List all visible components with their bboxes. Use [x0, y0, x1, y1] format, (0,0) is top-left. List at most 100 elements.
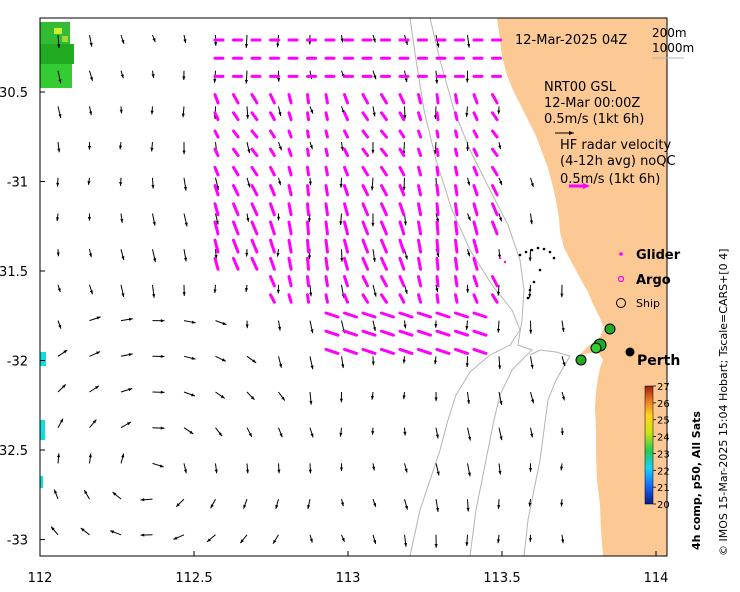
model-vector-head [498, 145, 502, 150]
radar-vector [250, 220, 259, 236]
model-vector-head [277, 469, 281, 474]
model-vector-head [182, 150, 186, 155]
radar-vector [472, 311, 488, 319]
radar-vector [361, 129, 370, 139]
model-vector-head [465, 363, 469, 367]
model-vector-head [58, 114, 62, 119]
timestamp-label: 12-Mar-2025 04Z [515, 33, 627, 48]
model-vector-head [528, 502, 532, 507]
model-vector-head [309, 538, 313, 543]
model-vector-head [371, 361, 375, 366]
radar-vector [398, 311, 414, 319]
model-vector-head [339, 398, 343, 403]
radar-vector [324, 256, 329, 271]
model-vector-head [497, 110, 501, 115]
radar-vector [324, 165, 329, 177]
australia-land [497, 18, 667, 556]
radar-vector [472, 129, 479, 139]
colorbar-tick-label: 23 [657, 449, 670, 460]
model-vector-head [213, 289, 217, 294]
model-vector-head [310, 109, 313, 114]
model-vector-head [160, 426, 165, 430]
model-vector-head [222, 321, 227, 325]
model-vector-head [403, 324, 407, 329]
model-vector-head [89, 76, 93, 81]
radar-vector [361, 329, 377, 337]
radar-label-line1: HF radar velocity [560, 138, 672, 153]
model-vector-head [434, 544, 438, 548]
model-vector-head [244, 79, 249, 84]
model-vector-head [273, 539, 277, 544]
radar-vector [380, 165, 388, 177]
model-vector-head [153, 258, 157, 263]
glider-point [498, 256, 502, 260]
x-tick-label: 112 [28, 571, 53, 586]
model-vector-head [191, 320, 196, 324]
radar-vector [398, 111, 406, 122]
model-vector-head [276, 289, 280, 294]
radar-vector [380, 238, 388, 254]
model-vector-head [560, 293, 564, 298]
radar-vector [491, 147, 499, 158]
model-vector-head [433, 360, 438, 365]
radar-vector [250, 165, 259, 177]
radar-vector [361, 293, 370, 304]
model-vector-head [528, 257, 532, 262]
model-vector-head [245, 252, 249, 257]
model-vector-head [278, 181, 282, 186]
argo-legend-label: Argo [636, 273, 671, 288]
model-vector-head [371, 222, 375, 227]
glider-legend-icon [619, 252, 623, 256]
glider-track [498, 246, 556, 300]
model-vector-head [128, 317, 133, 321]
radar-vector [472, 184, 479, 197]
radar-vector [454, 275, 459, 288]
radar-vector [324, 275, 329, 288]
model-vector-head [56, 453, 61, 458]
radar-vector [324, 111, 329, 122]
glider-point [526, 296, 530, 300]
model-vector-head [214, 42, 218, 46]
model-vector-head [309, 292, 313, 297]
model-vector-head [279, 433, 283, 438]
model-vector-head [340, 502, 344, 507]
radar-vector [287, 184, 293, 197]
radar-vector [472, 238, 479, 254]
model-vector-head [63, 350, 68, 354]
radar-vector [380, 93, 388, 105]
radar-vector [250, 256, 259, 271]
model-vector-head [182, 76, 186, 81]
radar-vector [398, 147, 406, 158]
radar-vector [269, 275, 276, 288]
model-vector-head [215, 220, 219, 225]
glider-point [552, 256, 556, 260]
model-vector-head [183, 39, 187, 44]
model-vector-head [467, 216, 471, 221]
radar-vector [213, 111, 220, 122]
model-vector-head [244, 44, 249, 48]
radar-vector [491, 293, 499, 304]
model-vector-head [245, 324, 249, 329]
model-vector-head [308, 40, 312, 45]
model-vector-head [278, 146, 282, 151]
radar-vector [287, 111, 293, 122]
model-vector-head [221, 358, 226, 362]
radar-vector [343, 202, 350, 217]
model-vector-head [372, 466, 376, 471]
model-vector-head [339, 467, 344, 472]
radar-vector [417, 93, 423, 105]
radar-vector [491, 220, 499, 236]
model-vector-head [403, 221, 407, 226]
model-vector-head [561, 396, 565, 401]
model-vector-head [434, 397, 438, 402]
model-vector-head [183, 257, 188, 262]
ship-legend-label: Ship [636, 297, 660, 310]
radar-vector [361, 347, 377, 355]
radar-vector [472, 293, 479, 304]
credit-label: © IMOS 15-Mar-2025 15:04 Hobart; Tscale=… [717, 249, 730, 556]
radar-vector [324, 311, 340, 319]
radar-vector [380, 293, 388, 304]
radar-vector [232, 256, 240, 271]
radar-vector [435, 311, 451, 319]
